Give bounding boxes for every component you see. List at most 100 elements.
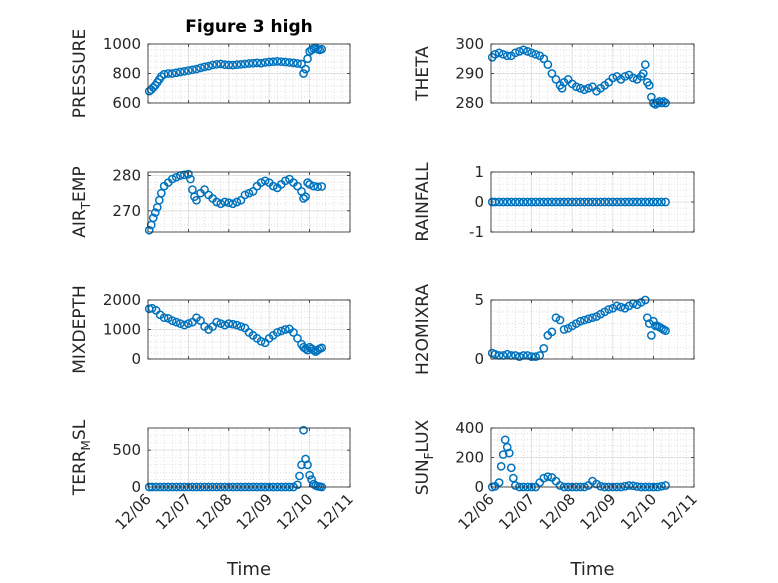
y-tick-label: 500: [112, 441, 141, 459]
x-tick-label: 12/10: [273, 490, 316, 533]
data-point: [175, 67, 185, 77]
data-point: [580, 85, 589, 95]
data-point: [232, 197, 242, 207]
data-point: [539, 344, 549, 353]
data-point: [600, 197, 610, 207]
data-point: [256, 178, 266, 187]
data-point: [647, 331, 656, 340]
data-point: [186, 174, 195, 184]
data-point: [297, 460, 306, 470]
data-point: [620, 197, 630, 207]
data-point: [171, 317, 181, 327]
y-tick-label: 280: [112, 167, 141, 185]
plot-area: [491, 300, 694, 359]
y-tick-label: 1: [474, 163, 484, 181]
y-axis-label: RAINFALL: [413, 162, 433, 242]
data-point: [527, 197, 536, 207]
data-point: [317, 44, 327, 54]
data-point: [555, 481, 565, 490]
data-point: [498, 49, 508, 59]
x-tick-label: 12/08: [192, 490, 235, 533]
data-point: [575, 316, 585, 326]
y-tick-label: 600: [112, 94, 141, 112]
y-tick-label: 5: [474, 291, 484, 309]
data-point: [490, 49, 500, 59]
data-point: [515, 47, 524, 56]
data-point: [523, 197, 532, 207]
data-point: [531, 197, 541, 207]
data-point: [272, 57, 282, 66]
data-point: [563, 197, 573, 207]
data-point: [309, 345, 318, 355]
data-point: [547, 197, 557, 207]
y-tick-label: 800: [112, 65, 141, 83]
data-point: [531, 49, 541, 59]
data-point: [313, 182, 323, 192]
data-point: [212, 317, 222, 327]
data-point: [604, 305, 614, 314]
data-point: [527, 352, 536, 361]
data-point: [159, 69, 169, 79]
plot-area: [148, 172, 350, 232]
data-point: [281, 325, 290, 334]
data-point: [531, 352, 541, 361]
data-point: [616, 302, 626, 312]
data-point: [293, 334, 302, 343]
data-point: [276, 326, 286, 336]
subplot-sun-flux: 0 200 400 SUNFLUX 12/0612/0712/0812/0912/101…: [413, 419, 701, 580]
data-point: [638, 69, 648, 78]
data-point: [301, 64, 310, 74]
data-point: [148, 213, 158, 223]
data-point: [264, 57, 274, 67]
data-point: [661, 326, 670, 336]
data-point: [575, 197, 585, 207]
data-point: [506, 463, 516, 473]
data-point: [156, 188, 166, 198]
data-point: [180, 170, 189, 180]
data-point: [317, 182, 327, 191]
data-point: [192, 195, 201, 205]
data-point: [502, 197, 512, 207]
data-point: [171, 68, 181, 78]
data-point: [624, 481, 634, 490]
x-tick-label: 12/11: [314, 490, 357, 533]
data-point: [580, 315, 589, 325]
data-point: [216, 319, 226, 328]
data-point: [661, 481, 670, 490]
y-tick-label: 0: [474, 350, 484, 368]
data-point: [511, 48, 520, 58]
data-point: [624, 197, 634, 207]
data-point: [305, 470, 314, 480]
data-point: [256, 58, 266, 68]
axes-box: [147, 427, 351, 488]
data-point: [167, 174, 177, 184]
subplot-h2omixra: 0 5 H2OMIXRA: [413, 284, 695, 375]
data-point: [588, 197, 597, 207]
y-tick-label: 0: [131, 478, 141, 496]
data-point: [604, 197, 614, 207]
data-point: [299, 69, 308, 78]
data-point: [559, 325, 569, 334]
data-point: [543, 197, 553, 207]
axes-box: [490, 299, 695, 360]
data-point: [644, 80, 654, 90]
data-point: [519, 197, 528, 207]
data-point: [506, 197, 516, 207]
x-tick-label: 12/06: [112, 490, 155, 533]
data-point: [281, 176, 290, 186]
subplot-rainfall: -1 0 1 RAINFALL: [413, 162, 695, 242]
data-point: [539, 54, 549, 64]
data-point: [212, 60, 222, 69]
data-point: [236, 322, 246, 331]
data-point: [659, 97, 668, 106]
data-point: [608, 73, 618, 83]
data-point: [504, 448, 514, 458]
data-point: [632, 197, 642, 207]
data-point: [539, 473, 549, 483]
data-point: [293, 59, 302, 68]
subplot-air-temp: 270 280 AIRTEMP: [70, 166, 351, 238]
data-point: [559, 197, 569, 207]
x-tick-label: 12/10: [617, 490, 660, 533]
data-point: [571, 197, 581, 207]
data-point: [592, 197, 601, 207]
